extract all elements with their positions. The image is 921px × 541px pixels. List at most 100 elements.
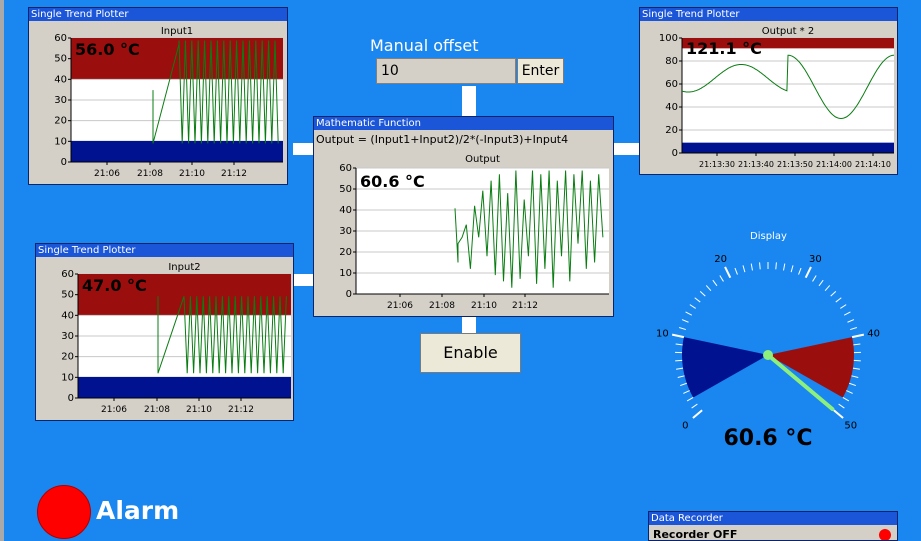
- high-alarm-band: [71, 38, 283, 79]
- gauge-label: Display: [750, 231, 787, 242]
- y-tick-label: 40: [339, 205, 352, 216]
- gauge-major-tick: [833, 409, 844, 419]
- gauge-readout: 60.6 °C: [723, 426, 812, 451]
- high-alarm-band: [682, 38, 894, 49]
- panel-title: Data Recorder: [649, 512, 897, 525]
- gauge-minor-tick: [842, 397, 850, 402]
- plot-label: Output * 2: [762, 26, 814, 37]
- gauge-minor-tick: [798, 267, 802, 275]
- gauge-minor-tick: [847, 319, 855, 323]
- gauge-minor-tick: [719, 275, 724, 282]
- y-tick-label: 20: [54, 116, 67, 127]
- y-tick-label: 60: [61, 269, 74, 280]
- gauge-minor-tick: [683, 390, 690, 394]
- gauge-minor-tick: [681, 319, 689, 323]
- x-tick-label: 21:13:50: [777, 160, 813, 169]
- enter-button[interactable]: Enter: [517, 58, 564, 84]
- y-tick-label: 20: [665, 125, 678, 136]
- alarm-indicator-icon: [37, 485, 91, 539]
- chart-area: Output * 2 100 80 60 40 20 0 21:13:30 21:13:40 21…: [640, 21, 897, 174]
- temperature-gauge[interactable]: 0 10 20 30 40 50 60.6 °C: [640, 245, 900, 460]
- gauge-minor-tick: [680, 382, 687, 387]
- input1-chart[interactable]: Input1 60 50 40 30 20 10 0 21:06 21:08 21:10 21:12 5…: [29, 21, 287, 184]
- gauge-minor-tick: [818, 279, 824, 287]
- signal-trace: [681, 54, 894, 120]
- gauge-minor-tick: [850, 327, 857, 331]
- gauge-major-tick: [851, 333, 865, 339]
- gauge-tick-label: 20: [714, 254, 727, 265]
- recorder-led-icon[interactable]: [879, 529, 891, 540]
- gauge-minor-tick: [705, 285, 712, 292]
- signal-trace: [157, 296, 287, 374]
- connector-math-output2: [613, 143, 640, 155]
- y-tick-label: 20: [61, 352, 74, 363]
- x-tick-label: 21:06: [94, 169, 120, 179]
- gauge-minor-tick: [676, 367, 684, 370]
- readout-value: 47.0 °C: [82, 276, 147, 295]
- gauge-tick-label: 50: [844, 420, 857, 431]
- gauge-minor-tick: [830, 290, 837, 297]
- x-tick-label: 21:10: [179, 169, 205, 179]
- gauge-minor-tick: [675, 343, 683, 346]
- readout-value: 56.0 °C: [75, 40, 140, 59]
- gauge-minor-tick: [852, 367, 860, 370]
- y-tick-label: 50: [61, 290, 74, 301]
- input1-trend-plotter: Single Trend Plotter Input1 60 50 40 30 20 10 0…: [28, 7, 288, 185]
- x-tick-label: 21:12: [228, 405, 254, 415]
- chart-area: Output 60 50 40 30 20 10 0 21:06 21:08 21:10 21:12 6…: [314, 150, 613, 316]
- gauge-minor-tick: [835, 297, 842, 303]
- y-tick-label: 50: [339, 184, 352, 195]
- y-tick-label: 60: [665, 79, 678, 90]
- gauge-minor-tick: [742, 265, 746, 273]
- x-tick-label: 21:06: [387, 301, 413, 311]
- plot-label: Output: [465, 154, 500, 165]
- y-tick-label: 0: [68, 393, 74, 404]
- gauge-minor-tick: [838, 403, 845, 409]
- y-tick-label: 40: [665, 102, 678, 113]
- input2-trend-plotter: Single Trend Plotter Input2 60 50 40 30 20 10 0…: [35, 243, 294, 421]
- x-tick-label: 21:08: [429, 301, 455, 311]
- gauge-tick-label: 0: [682, 420, 688, 431]
- panel-title: Single Trend Plotter: [640, 8, 897, 21]
- gauge-minor-tick: [853, 343, 861, 346]
- signal-trace: [152, 40, 279, 144]
- y-tick-label: 60: [54, 33, 67, 44]
- y-tick-label: 0: [61, 157, 67, 168]
- chart-area: Input1 60 50 40 30 20 10 0 21:06 21:08 21:10 21:12 5…: [29, 21, 287, 184]
- gauge-tick-label: 30: [809, 254, 822, 265]
- gauge-minor-tick: [685, 311, 693, 316]
- y-tick-label: 50: [54, 54, 67, 65]
- gauge-major-tick: [724, 266, 732, 279]
- output2-trend-plotter: Single Trend Plotter Output * 2 100 80 60 40…: [639, 7, 898, 175]
- gauge-minor-tick: [699, 290, 706, 297]
- x-tick-label: 21:13:40: [738, 160, 774, 169]
- panel-title: Single Trend Plotter: [36, 244, 293, 257]
- y-tick-label: 30: [61, 331, 74, 342]
- gauge-minor-tick: [691, 403, 698, 409]
- y-tick-label: 100: [659, 33, 678, 44]
- x-tick-label: 21:06: [101, 405, 127, 415]
- manual-offset-input[interactable]: 10: [376, 58, 516, 84]
- x-tick-label: 21:12: [512, 301, 538, 311]
- plot-label: Input2: [168, 262, 200, 273]
- connector-input1-math: [293, 143, 314, 155]
- chart-area: Input2 60 50 40 30 20 10 0 21:06 21:08 21:10 21:12 4…: [36, 257, 293, 420]
- y-tick-label: 0: [346, 289, 352, 300]
- gauge-minor-tick: [677, 375, 685, 378]
- gauge-needle: [766, 353, 835, 411]
- left-window-edge: [0, 0, 4, 541]
- enable-button[interactable]: Enable: [420, 333, 521, 373]
- gauge-minor-tick: [759, 262, 761, 270]
- input2-chart[interactable]: Input2 60 50 40 30 20 10 0 21:06 21:08 21:10 21:12 4…: [36, 257, 293, 420]
- gauge-minor-tick: [840, 304, 847, 309]
- y-tick-label: 10: [61, 372, 74, 383]
- low-alarm-band: [682, 142, 894, 153]
- output-chart[interactable]: Output 60 50 40 30 20 10 0 21:06 21:08 21:10 21:12 6…: [314, 150, 613, 316]
- gauge-tick-label: 40: [867, 329, 880, 340]
- y-tick-label: 20: [339, 247, 352, 258]
- connector-offset-math: [462, 86, 476, 116]
- gauge-minor-tick: [686, 397, 694, 402]
- y-tick-label: 30: [54, 95, 67, 106]
- readout-value: 121.1 °C: [686, 39, 762, 58]
